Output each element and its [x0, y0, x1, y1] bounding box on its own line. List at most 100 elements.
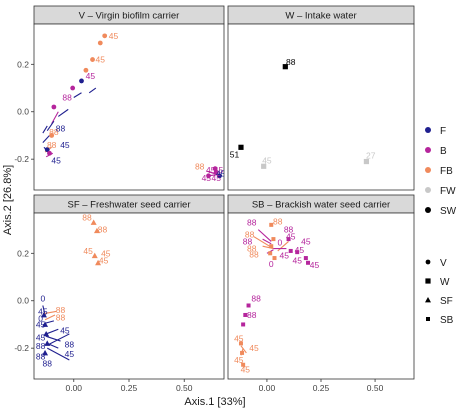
- point-marker: [44, 147, 50, 153]
- point-label: 88: [284, 225, 294, 235]
- point-label: 88: [47, 140, 57, 150]
- point-label: 45: [86, 71, 96, 81]
- legend-key: [425, 187, 431, 193]
- point-label: 45: [101, 248, 111, 258]
- y-axis-title: Axis.2 [26.8%]: [2, 165, 14, 235]
- point-marker: [282, 64, 288, 70]
- point-label: 45: [36, 333, 46, 343]
- legend-label: FW: [440, 186, 456, 197]
- point-label: 45: [292, 255, 302, 265]
- point-label: 0: [38, 314, 43, 324]
- point-label: 88: [62, 93, 72, 103]
- point-label: 88: [56, 123, 66, 133]
- point-label: 45: [234, 334, 244, 344]
- connector-line: [257, 229, 272, 242]
- point-label: 88: [273, 216, 283, 226]
- point-marker: [44, 340, 51, 346]
- point-label: 45: [249, 343, 259, 353]
- point-marker: [49, 133, 55, 138]
- point-label: 45: [38, 306, 48, 316]
- legend-key: [425, 127, 431, 133]
- point-label: 45: [109, 31, 119, 41]
- y-tick-label: -0.2: [14, 343, 29, 353]
- facet-title: V – Virgin biofilm carrier: [79, 11, 180, 22]
- point-label: 0: [40, 293, 45, 303]
- legend-label: W: [440, 277, 450, 288]
- point-marker: [261, 163, 267, 169]
- point-label: 45: [96, 55, 106, 65]
- legend-key: [425, 147, 431, 153]
- point-marker: [90, 219, 97, 225]
- point-marker: [206, 173, 211, 179]
- point-label: 45: [295, 245, 305, 255]
- point-marker: [243, 312, 248, 317]
- x-axis-title: Axis.1 [33%]: [184, 396, 245, 408]
- point-marker: [425, 259, 431, 265]
- point-marker: [97, 40, 103, 46]
- point-label: 88: [286, 57, 296, 67]
- y-tick-label: 0.0: [17, 296, 29, 306]
- y-tick-label: 0.2: [17, 59, 29, 69]
- connector-line: [44, 314, 56, 321]
- point-marker: [269, 222, 274, 227]
- point-marker: [241, 362, 246, 367]
- point-label: 45: [286, 232, 296, 242]
- plot-area: [227, 23, 415, 191]
- point-label: 45: [279, 251, 289, 261]
- point-label: 45: [60, 325, 70, 335]
- legend-label: F: [440, 126, 446, 137]
- connector-line: [57, 108, 69, 117]
- point-label: 88: [243, 236, 253, 246]
- legend-layer: FB FB FW SW VW SF SB: [425, 126, 457, 326]
- facet-panel: W – Intake water 88 51 45 27: [227, 5, 415, 191]
- connector-line: [44, 320, 55, 324]
- connector-line: [277, 241, 289, 252]
- point-marker: [295, 250, 300, 255]
- point-marker: [51, 104, 57, 110]
- point-label: 88: [247, 244, 257, 254]
- point-marker: [426, 317, 430, 321]
- point-marker: [40, 311, 47, 318]
- point-label: 45: [83, 246, 93, 256]
- point-marker: [241, 322, 246, 327]
- point-label: 45: [99, 255, 109, 265]
- point-marker: [95, 259, 102, 266]
- point-marker: [79, 78, 84, 84]
- y-tick-label: 0.2: [17, 248, 29, 258]
- point-marker: [240, 350, 245, 355]
- point-marker: [42, 349, 49, 356]
- x-tick-label: 0.00: [259, 383, 276, 393]
- point-label: 88: [43, 359, 53, 369]
- point-marker: [213, 169, 219, 175]
- point-marker: [269, 244, 274, 249]
- point-marker: [90, 57, 95, 62]
- legend-label: FB: [440, 166, 453, 177]
- data-layer: 88 51 45 27: [230, 57, 376, 169]
- point-label: 88: [49, 127, 59, 137]
- legend-label: V: [440, 258, 447, 269]
- plot-area: [33, 212, 225, 380]
- point-label: 0: [269, 259, 274, 269]
- point-label: 88: [56, 312, 66, 322]
- point-label: 88: [98, 225, 108, 235]
- facet-title: SF – Freshwater seed carrier: [67, 200, 190, 211]
- point-marker: [306, 260, 311, 265]
- connector-line: [42, 310, 57, 315]
- legend-key: [425, 167, 431, 173]
- legend-key: [425, 207, 431, 213]
- point-label: 45: [262, 155, 272, 165]
- connector-line: [42, 135, 50, 143]
- point-label: 88: [56, 305, 66, 315]
- point-label: 45: [234, 355, 244, 365]
- point-marker: [93, 227, 100, 234]
- point-label: 45: [202, 173, 212, 183]
- legend-label: SW: [440, 206, 457, 217]
- point-marker: [42, 321, 49, 327]
- legend-label: SB: [440, 315, 454, 326]
- facet-title: W – Intake water: [285, 11, 356, 22]
- point-marker: [303, 256, 308, 261]
- point-label: 45: [65, 349, 75, 359]
